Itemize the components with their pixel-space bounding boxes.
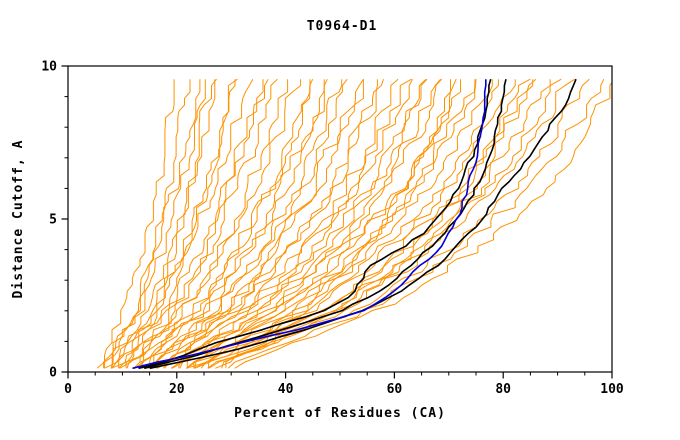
highlight-series-line xyxy=(132,79,487,370)
y-tick-label: 5 xyxy=(49,213,57,228)
ensemble-series-line xyxy=(186,78,442,369)
ensemble-series-line xyxy=(110,79,201,369)
ensemble-series-line xyxy=(208,78,531,369)
ensemble-series-line xyxy=(119,78,278,369)
ensemble-series-line xyxy=(110,78,254,369)
y-tick-label: 0 xyxy=(49,366,57,381)
ensemble-series-line xyxy=(234,81,612,369)
ensemble-series-line xyxy=(111,79,216,369)
x-tick-label: 40 xyxy=(278,382,294,397)
x-tick-label: 20 xyxy=(169,382,185,397)
chart-title: T0964-D1 xyxy=(307,19,378,34)
plot-border xyxy=(67,65,613,373)
ensemble-series-line xyxy=(96,79,175,369)
ensemble-series-line xyxy=(149,78,364,369)
ensemble-series-line xyxy=(171,78,413,369)
ensemble-series-line xyxy=(156,79,384,369)
ensemble-series-line xyxy=(164,78,399,369)
ensemble-series-line xyxy=(149,79,325,369)
ensemble-series-line xyxy=(155,79,364,369)
y-tick-label: 10 xyxy=(41,60,57,75)
ensemble-series-line xyxy=(118,78,217,369)
ensemble-series-line xyxy=(194,79,499,369)
ensemble-series-line xyxy=(179,78,428,369)
ensemble-series-line xyxy=(208,79,451,369)
ensemble-series-line xyxy=(193,79,493,369)
ensemble-series-line xyxy=(103,79,191,369)
ensemble-series-line xyxy=(111,78,269,369)
series-layer xyxy=(96,78,612,370)
ensemble-series-line xyxy=(126,79,264,369)
ensemble-series-line xyxy=(141,79,311,369)
ensemble-series-line xyxy=(118,79,236,369)
x-axis-label: Percent of Residues (CA) xyxy=(234,406,446,421)
ensemble-series-line xyxy=(141,79,343,369)
ensemble-series-line xyxy=(186,79,477,369)
x-tick-label: 80 xyxy=(495,382,511,397)
y-axis-label: Distance Cutoff, A xyxy=(11,140,26,299)
ensemble-series-line xyxy=(194,79,457,369)
x-tick-label: 60 xyxy=(387,382,403,397)
ensemble-series-line xyxy=(104,79,206,369)
x-tick-label: 0 xyxy=(64,382,72,397)
axis-layer: 0 20 40 60 80 100 0 5 10 xyxy=(41,60,624,398)
ensemble-series-line xyxy=(104,78,238,369)
x-tick-label: 100 xyxy=(600,382,624,397)
ensemble-series-line xyxy=(134,79,289,369)
ensemble-series-line xyxy=(178,79,461,369)
ensemble-series-line xyxy=(207,78,575,369)
ensemble-series-line xyxy=(227,78,605,369)
ensemble-series-line xyxy=(221,78,562,369)
reference-series-line xyxy=(144,79,507,370)
